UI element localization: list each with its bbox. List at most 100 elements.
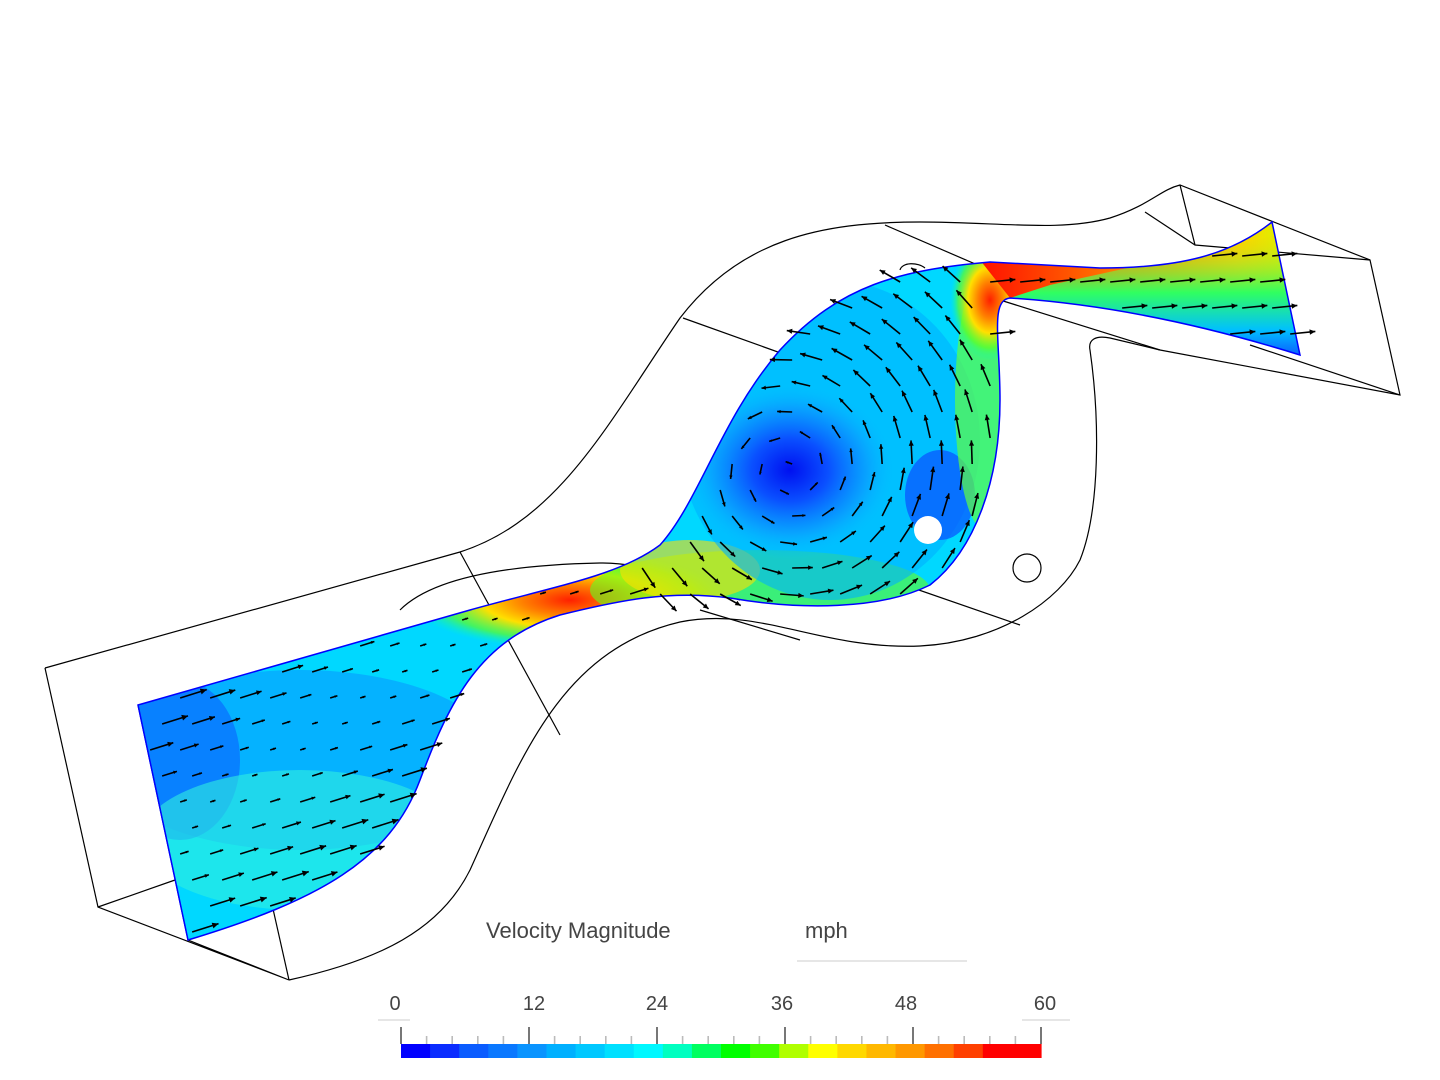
- velocity-arrowhead: [959, 339, 965, 346]
- legend-title: Velocity Magnitude: [486, 918, 671, 943]
- velocity-arrowhead: [949, 364, 955, 371]
- velocity-arrowhead: [721, 502, 726, 507]
- velocity-arrowhead: [452, 643, 456, 647]
- velocity-arrowhead: [308, 694, 312, 697]
- velocity-arrowhead: [199, 688, 207, 695]
- colorbar-band: [691, 1044, 722, 1058]
- velocity-arrowhead: [344, 721, 348, 725]
- tick-underline: [378, 1019, 410, 1021]
- velocity-arrowhead: [769, 439, 773, 442]
- colorbar-band: [953, 1044, 984, 1058]
- velocity-arrowhead: [746, 574, 752, 580]
- velocity-arrowhead: [255, 690, 262, 696]
- velocity-arrowhead: [370, 640, 375, 645]
- velocity-arrowhead: [865, 555, 872, 561]
- velocity-arrowhead: [908, 440, 914, 446]
- velocity-arrowhead: [839, 398, 844, 403]
- velocity-arrowhead: [785, 461, 789, 464]
- velocity-arrowhead: [945, 493, 950, 500]
- velocity-arrowhead: [378, 845, 385, 851]
- velocity-arrowhead: [1009, 329, 1016, 335]
- velocity-arrowhead: [261, 719, 265, 723]
- velocity-arrowhead: [1069, 277, 1076, 283]
- velocity-arrowhead: [830, 507, 835, 511]
- velocity-arrowhead: [917, 365, 923, 372]
- velocity-arrowhead: [842, 476, 846, 481]
- velocity-arrowhead: [902, 390, 907, 397]
- colorbar-tick-label: 0: [389, 993, 401, 1015]
- velocity-arrowhead: [792, 541, 798, 546]
- velocity-arrowhead: [289, 897, 296, 903]
- velocity-arrowhead: [484, 643, 488, 646]
- colorbar-band: [546, 1044, 577, 1058]
- colorbar-tick-label: 24: [645, 993, 669, 1015]
- velocity-arrowhead: [924, 291, 931, 298]
- velocity-arrowhead: [862, 420, 867, 426]
- velocity-arrowhead: [747, 415, 752, 419]
- colorbar-tick-label: 36: [770, 993, 794, 1015]
- unit-underline: [797, 960, 967, 962]
- velocity-arrowhead: [193, 743, 199, 748]
- velocity-arrowhead: [228, 824, 232, 828]
- velocity-arrowhead: [465, 617, 469, 621]
- velocity-arrowhead: [870, 393, 876, 399]
- colorbar-band: [430, 1044, 460, 1058]
- velocity-arrowhead: [235, 717, 241, 722]
- velocity-arrowhead: [785, 491, 789, 495]
- velocity-arrowhead: [1189, 277, 1196, 283]
- velocity-arrowhead: [297, 664, 304, 670]
- velocity-arrowhead: [423, 643, 427, 647]
- velocity-arrowhead: [411, 719, 415, 723]
- velocity-arrowhead: [286, 773, 289, 776]
- velocity-arrowhead: [707, 529, 712, 535]
- velocity-arrowhead: [698, 555, 704, 562]
- velocity-arrowhead: [393, 695, 397, 699]
- velocity-arrowhead: [311, 796, 316, 800]
- velocity-arrowhead: [802, 514, 806, 517]
- colorbar-band: [982, 1044, 1013, 1058]
- velocity-arrowhead: [681, 580, 688, 587]
- velocity-arrowhead: [526, 617, 530, 620]
- colorbar-band: [662, 1044, 693, 1058]
- velocity-arrowhead: [301, 870, 309, 877]
- velocity-arrowhead: [1231, 251, 1238, 257]
- velocity-arrowhead: [761, 385, 767, 390]
- velocity-arrowhead: [195, 825, 199, 829]
- velocity-arrowhead: [980, 364, 986, 371]
- velocity-arrowhead: [460, 693, 465, 697]
- velocity-arrowhead: [219, 849, 224, 853]
- velocity-arrowhead: [921, 549, 927, 556]
- velocity-arrowhead: [837, 560, 843, 566]
- velocity-arrowhead: [1291, 303, 1298, 309]
- velocity-arrowhead: [933, 389, 939, 396]
- velocity-arrowhead: [259, 896, 267, 903]
- velocity-arrowhead: [185, 850, 189, 854]
- velocity-arrowhead: [319, 772, 323, 775]
- colorbar-band: [750, 1044, 780, 1058]
- velocity-arrowhead: [314, 721, 318, 725]
- velocity-arrowhead: [219, 745, 224, 749]
- velocity-arrowhead: [1291, 251, 1298, 257]
- velocity-arrowhead: [436, 742, 443, 747]
- velocity-arrowhead: [238, 872, 244, 878]
- velocity-arrowhead: [542, 591, 546, 595]
- velocity-arrowhead: [984, 414, 990, 421]
- velocity-arrowhead: [670, 605, 677, 612]
- velocity-arrowhead: [879, 444, 884, 449]
- velocity-arrowhead: [786, 328, 793, 334]
- velocity-arrowhead: [245, 746, 249, 750]
- velocity-arrowhead: [1249, 277, 1256, 283]
- velocity-arrowhead: [923, 414, 929, 421]
- velocity-arrowhead: [964, 389, 970, 396]
- velocity-arrowhead: [817, 325, 824, 331]
- velocity-arrowhead: [900, 467, 906, 474]
- velocity-arrowhead: [879, 270, 886, 275]
- velocity-arrowhead: [879, 525, 885, 531]
- velocity-arrowhead: [831, 425, 836, 430]
- velocity-arrowhead: [426, 694, 430, 698]
- velocity-arrowhead: [896, 342, 902, 349]
- colorbar-tick-label: 60: [1033, 993, 1057, 1015]
- velocity-arrowhead: [887, 496, 892, 503]
- velocity-arrowhead: [199, 772, 203, 775]
